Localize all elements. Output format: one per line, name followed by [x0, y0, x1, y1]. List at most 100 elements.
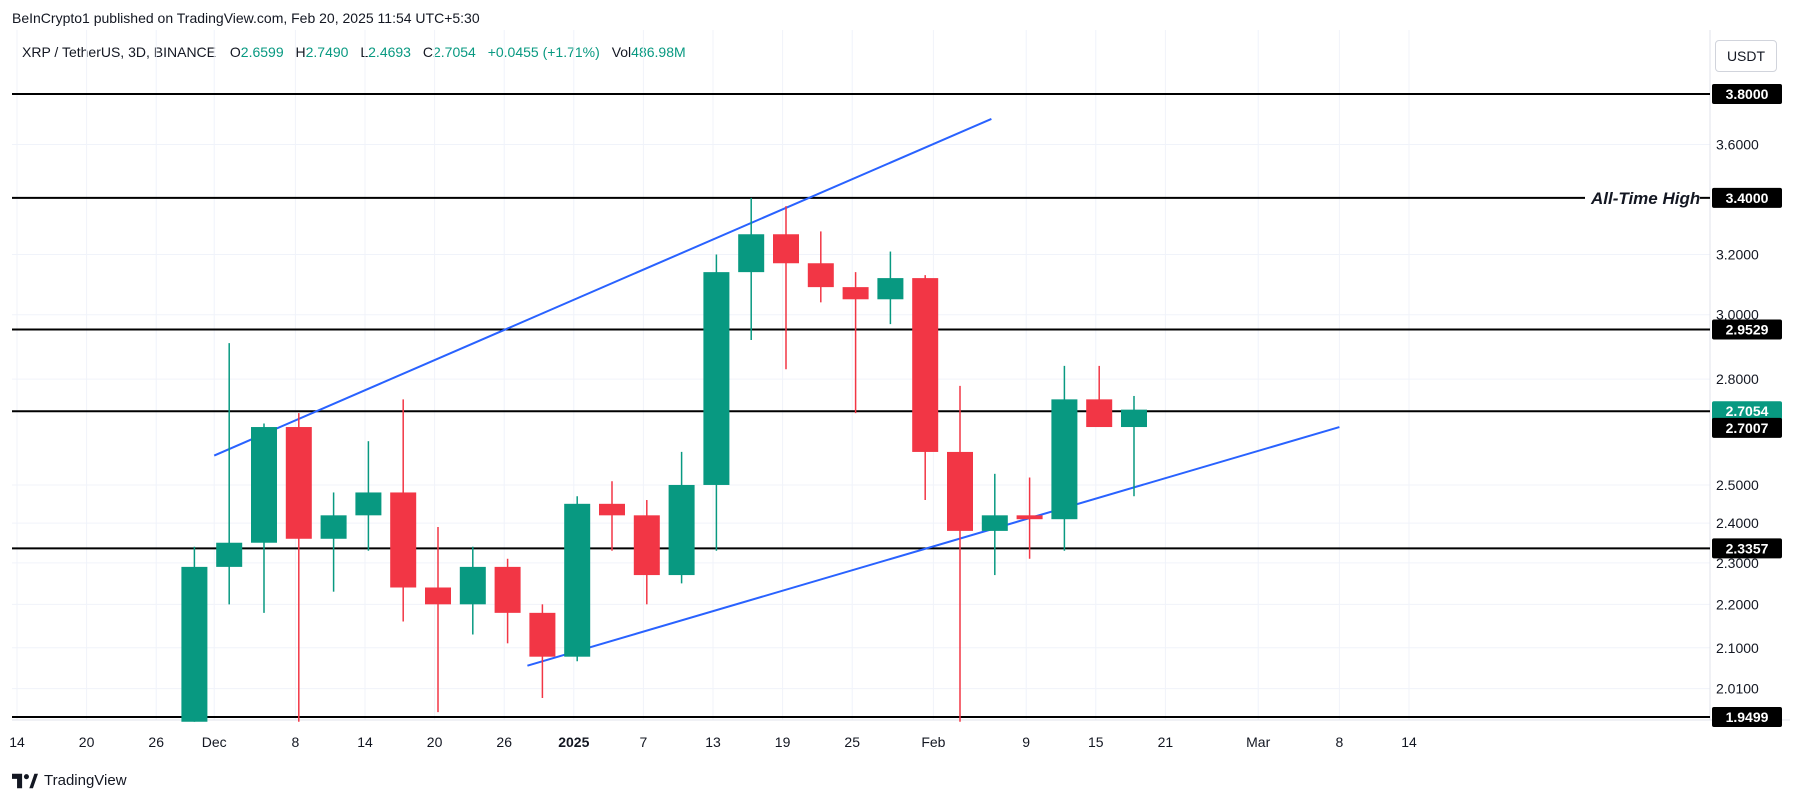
- candle: [738, 197, 765, 340]
- level-price-badge-bg: [1712, 707, 1782, 727]
- y-tick-label: 3.0000: [1716, 307, 1759, 323]
- x-tick-label: Feb: [921, 734, 945, 750]
- candle: [181, 546, 208, 722]
- x-tick-label: 8: [1336, 734, 1344, 750]
- horizontal-levels: All-Time High: [12, 93, 1710, 718]
- open-value: 2.6599: [240, 44, 284, 60]
- candle: [1016, 477, 1043, 559]
- candle-body: [390, 492, 417, 588]
- x-tick-label: 19: [775, 734, 791, 750]
- trendline: [527, 426, 1340, 667]
- x-tick-label: 13: [705, 734, 721, 750]
- x-tick-label: Mar: [1246, 734, 1270, 750]
- last-price-badge-bg: [1712, 401, 1782, 438]
- candle-body: [912, 278, 939, 452]
- high-value: 2.7490: [305, 44, 349, 60]
- trendlines: [213, 117, 1340, 667]
- candle-body: [1086, 399, 1113, 428]
- y-tick-label: 2.2000: [1716, 596, 1759, 612]
- candle-body: [459, 566, 486, 605]
- level-price-badge: 3.8000: [1726, 86, 1769, 102]
- candle-body: [216, 542, 243, 567]
- candle-body: [251, 427, 277, 543]
- volume-value: 486.98M: [631, 44, 686, 60]
- candle-body: [1016, 515, 1043, 520]
- candle: [633, 500, 660, 605]
- candle: [773, 206, 799, 370]
- candle-body: [1121, 409, 1147, 428]
- price-badges: 3.8000 3.4000 2.9529 2.3357 1.9499 2.705417:3…: [1712, 84, 1782, 727]
- candle-body: [285, 427, 312, 539]
- published-info: BeInCrypto1 published on TradingView.com…: [12, 10, 480, 26]
- candle-body: [807, 263, 834, 288]
- low-label: L: [360, 44, 369, 60]
- x-tick-label: 2025: [558, 734, 589, 750]
- close-value: 2.7054: [432, 44, 476, 60]
- x-tick-label: 26: [148, 734, 164, 750]
- level-price-badge-bg: [1712, 84, 1782, 104]
- candle: [355, 441, 382, 551]
- candle-body: [703, 272, 730, 485]
- candle-body: [320, 515, 347, 539]
- y-tick-label: 2.8000: [1716, 371, 1759, 387]
- candle-body: [877, 278, 904, 300]
- currency-button[interactable]: USDT: [1715, 40, 1777, 72]
- x-tick-label: 8: [292, 734, 300, 750]
- candle-body: [947, 451, 973, 531]
- high-label: H: [295, 44, 306, 60]
- candle: [981, 473, 1008, 576]
- candle: [599, 481, 625, 551]
- x-tick-label: 14: [9, 734, 25, 750]
- level-price-badge: 2.9529: [1726, 321, 1769, 337]
- candle: [564, 496, 591, 662]
- x-tick-label: 7: [640, 734, 648, 750]
- x-tick-label: 20: [427, 734, 443, 750]
- candle: [877, 251, 904, 325]
- x-tick-label: 9: [1022, 734, 1030, 750]
- level-price-badge-bg: [1712, 319, 1782, 340]
- candle: [251, 423, 277, 613]
- level-price-badge: 3.4000: [1726, 190, 1769, 206]
- candle-body: [181, 566, 208, 722]
- candle: [703, 254, 730, 551]
- candle-body: [633, 515, 660, 576]
- x-tick-label: 21: [1158, 734, 1174, 750]
- candle: [947, 385, 973, 722]
- level-price-badge-bg: [1712, 538, 1782, 559]
- y-tick-label: 2.0100: [1716, 681, 1759, 697]
- y-tick-label: 3.2000: [1716, 246, 1759, 262]
- candle-body: [738, 234, 765, 273]
- candle: [425, 526, 451, 713]
- time-axis: 14 20 26 Dec 8 14 20 26 2025 7 13 19 25 Feb 9 15 21 Mar 8 1…: [9, 734, 1417, 750]
- price-axis: 2.0100 2.1000 2.2000 2.3000 2.4000 2.5000 2.80…: [1716, 136, 1759, 696]
- brand-name: TradingView: [44, 772, 127, 789]
- price-marker-badge-bg: [1712, 417, 1782, 438]
- candle-body: [355, 492, 382, 516]
- candle: [1051, 365, 1078, 551]
- candle: [842, 272, 869, 414]
- candle-body: [529, 612, 556, 657]
- candle: [320, 492, 347, 592]
- level-price-badge: 1.9499: [1726, 709, 1769, 725]
- x-tick-label: 15: [1088, 734, 1104, 750]
- candle: [529, 604, 556, 698]
- level-price-badge-bg: [1712, 187, 1782, 208]
- candle-body: [494, 566, 521, 613]
- x-tick-label: Dec: [202, 734, 227, 750]
- low-value: 2.4693: [368, 44, 411, 60]
- candle: [390, 399, 417, 622]
- y-tick-label: 2.5000: [1716, 477, 1759, 493]
- volume-label: Vol: [611, 44, 632, 60]
- x-tick-label: 14: [1401, 734, 1417, 750]
- bar-countdown: 17:35:47: [1722, 420, 1773, 435]
- last-price-badge: 2.7054: [1726, 403, 1769, 419]
- level-annotation: All-Time High: [1590, 189, 1700, 208]
- candle: [807, 231, 834, 303]
- level-price-badge: 2.3357: [1726, 540, 1769, 556]
- symbol-title: XRP / TetherUS, 3D, BINANCE: [22, 44, 216, 60]
- candle-body: [981, 515, 1008, 531]
- tradingview-logo-icon: [12, 773, 38, 788]
- candle: [459, 546, 486, 635]
- y-tick-label: 3.6000: [1716, 136, 1759, 152]
